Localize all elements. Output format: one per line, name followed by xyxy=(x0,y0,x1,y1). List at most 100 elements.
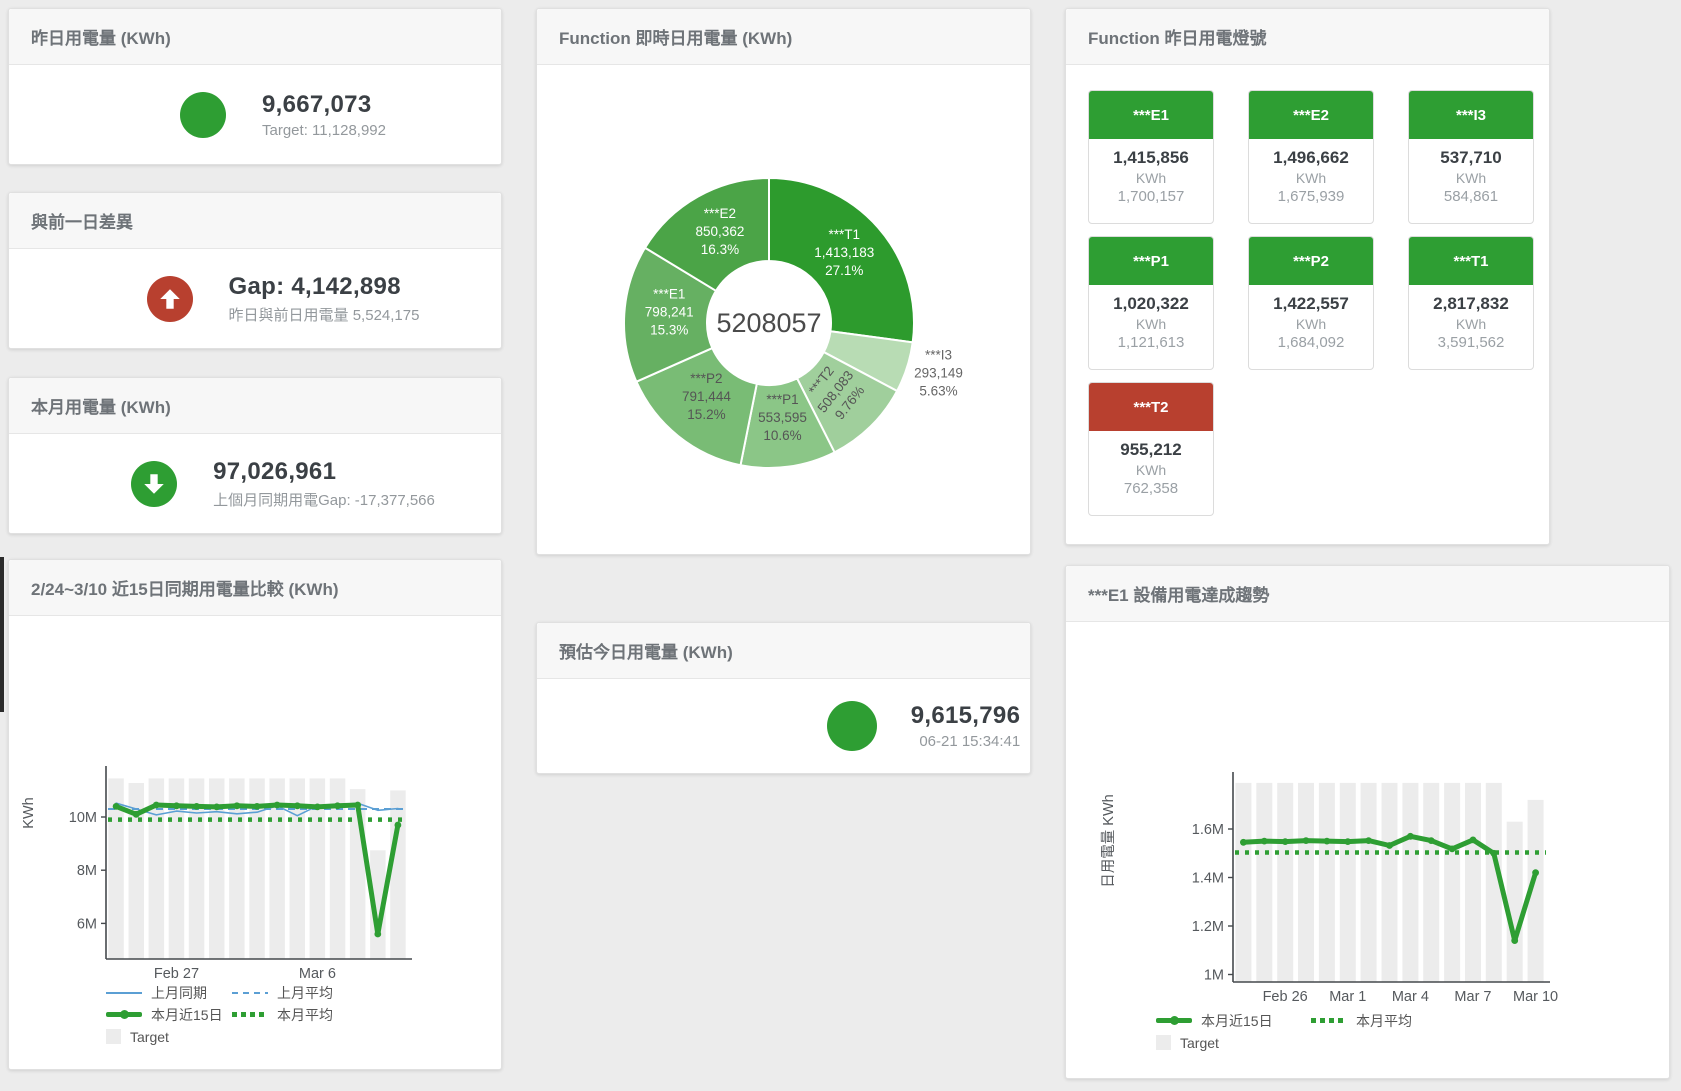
series-point xyxy=(293,802,301,810)
legend-item[interactable]: 本月近15日 xyxy=(1156,1010,1311,1031)
x-tick-label: Mar 7 xyxy=(1454,989,1491,1005)
kpi-text: 9,615,796 06-21 15:34:41 xyxy=(911,702,1020,750)
target-bar xyxy=(370,850,386,960)
target-bar xyxy=(1339,782,1356,982)
target-bar xyxy=(1423,782,1440,982)
kpi-value: 97,026,961 xyxy=(213,457,337,485)
donut-slice-label: ***T2508,0839.76% xyxy=(800,357,870,427)
legend-label: 本月平均 xyxy=(277,1006,333,1023)
series-point xyxy=(1344,838,1352,845)
light-card[interactable]: ***T2 955,212 KWh 762,358 xyxy=(1088,382,1214,516)
donut-slice xyxy=(796,351,899,454)
light-card-value: 537,710 xyxy=(1440,148,1502,167)
light-card-unit: KWh xyxy=(1135,170,1167,186)
series-point xyxy=(1281,838,1289,845)
target-bar xyxy=(1402,782,1419,982)
target-bar xyxy=(1318,782,1335,982)
light-card[interactable]: ***P2 1,422,557 KWh 1,684,092 xyxy=(1248,236,1374,370)
donut-slice-label: ***I3 293,149 5.63% xyxy=(914,347,963,398)
y-axis-title: 日用電量 KWh xyxy=(1101,794,1117,887)
series-point xyxy=(233,802,241,810)
gray-square-legend-marker-icon xyxy=(1156,1035,1171,1050)
light-card-status-header: ***T2 xyxy=(1089,383,1213,431)
light-card-status-header: ***P2 xyxy=(1249,237,1373,285)
light-card-value: 955,212 xyxy=(1120,440,1182,459)
panel-gap-previous-day: 與前一日差異 Gap: 4,142,898 昨日與前日用電量 5,524,175 xyxy=(8,192,502,349)
target-bar xyxy=(1527,799,1544,982)
target-bar xyxy=(1465,782,1481,982)
light-card-target: 1,684,092 xyxy=(1277,334,1345,351)
panel-yesterday-usage-lights: Function 昨日用電燈號 ***E1 1,415,856 KWh 1,700,1… xyxy=(1065,8,1550,545)
donut-slice xyxy=(635,347,758,467)
legend-item[interactable]: 本月平均 xyxy=(232,1004,358,1025)
light-card-value: 2,817,832 xyxy=(1433,294,1509,313)
blue-line-legend-marker-icon xyxy=(106,991,142,994)
light-card[interactable]: ***T1 2,817,832 KWh 3,591,562 xyxy=(1408,236,1534,370)
legend-label: 本月近15日 xyxy=(1201,1012,1273,1029)
legend-item[interactable]: Target xyxy=(1156,1032,1311,1053)
series-point xyxy=(1511,937,1519,944)
legend-item[interactable]: 上月平均 xyxy=(232,982,358,1003)
x-tick-label: Mar 10 xyxy=(1513,989,1558,1005)
donut-slice xyxy=(623,246,717,383)
scrollbar-thumb[interactable] xyxy=(0,557,4,712)
series-point xyxy=(354,801,362,809)
series-point xyxy=(213,803,221,811)
kpi-text: 97,026,961 上個月同期用電Gap: -17,377,566 xyxy=(213,458,435,510)
light-card[interactable]: ***P1 1,020,322 KWh 1,121,613 xyxy=(1088,236,1214,370)
panel-title: Function 即時日用電量 (KWh) xyxy=(537,9,1030,65)
panel-title-text: 預估今日用電量 (KWh) xyxy=(559,643,733,662)
light-card-unit: KWh xyxy=(1135,462,1167,478)
light-card[interactable]: ***E2 1,496,662 KWh 1,675,939 xyxy=(1248,90,1374,224)
series-point xyxy=(173,802,180,810)
donut-slice xyxy=(822,330,914,392)
series-line xyxy=(1240,833,1539,944)
panel-title: 本月用電量 (KWh) xyxy=(9,378,501,434)
series-line xyxy=(115,802,399,817)
legend-item[interactable]: 本月近15日 xyxy=(106,1004,232,1025)
panel-title: 與前一日差異 xyxy=(9,193,501,249)
panel-15day-comparison-chart: 2/24~3/10 近15日同期用電量比較 (KWh) 6M 8M 10M Feb 2… xyxy=(8,559,502,1070)
light-card-unit: KWh xyxy=(1295,170,1327,186)
series-point xyxy=(334,802,341,810)
light-card[interactable]: ***E1 1,415,856 KWh 1,700,157 xyxy=(1088,90,1214,224)
series-point xyxy=(1532,869,1539,877)
light-card-target: 3,591,562 xyxy=(1437,334,1505,351)
panel-title: 昨日用電量 (KWh) xyxy=(9,9,501,65)
target-bar xyxy=(1298,782,1314,982)
legend-label: Target xyxy=(1180,1034,1219,1051)
legend-item[interactable]: 本月平均 xyxy=(1311,1010,1466,1031)
target-bar xyxy=(148,778,165,959)
legend-label: 本月近15日 xyxy=(151,1006,223,1023)
series-point xyxy=(193,803,201,810)
light-card-value: 1,422,557 xyxy=(1273,294,1349,313)
kpi-value: 9,667,073 xyxy=(262,90,372,118)
arrow-up-icon xyxy=(159,288,180,309)
kpi-text: Gap: 4,142,898 昨日與前日用電量 5,524,175 xyxy=(229,273,420,325)
series-point xyxy=(273,801,281,809)
blue-dash-legend-marker-icon xyxy=(232,991,268,994)
panel-title-text: ***E1 設備用電達成趨勢 xyxy=(1088,586,1270,605)
light-card[interactable]: ***I3 537,710 KWh 584,861 xyxy=(1408,90,1534,224)
target-bar xyxy=(128,783,144,959)
series-point xyxy=(1448,845,1456,853)
series-point xyxy=(132,810,140,818)
target-bar xyxy=(289,778,305,959)
panel-title: 預估今日用電量 (KWh) xyxy=(537,623,1030,679)
panel-today-estimate: 預估今日用電量 (KWh) 9,615,796 06-21 15:34:41 xyxy=(536,622,1031,774)
kpi-subtitle: Target: 11,128,992 xyxy=(262,121,386,139)
x-tick-label: Mar 6 xyxy=(299,966,336,982)
kpi-text: 9,667,073 Target: 11,128,992 xyxy=(262,91,386,139)
legend-item[interactable]: Target xyxy=(106,1026,232,1047)
x-tick-label: Feb 26 xyxy=(1263,989,1308,1005)
target-bar xyxy=(349,789,366,959)
donut-slice-label: ***P2 791,444 15.2% xyxy=(682,371,731,422)
legend-item[interactable]: 上月同期 xyxy=(106,982,232,1003)
status-circle xyxy=(146,275,193,322)
y-tick-label: 6M xyxy=(77,916,97,932)
series-point xyxy=(1260,837,1268,845)
donut-slice-label: ***E2 850,362 16.3% xyxy=(696,206,745,257)
kpi-value: Gap: 4,142,898 xyxy=(228,272,401,300)
target-bar xyxy=(1235,782,1252,982)
